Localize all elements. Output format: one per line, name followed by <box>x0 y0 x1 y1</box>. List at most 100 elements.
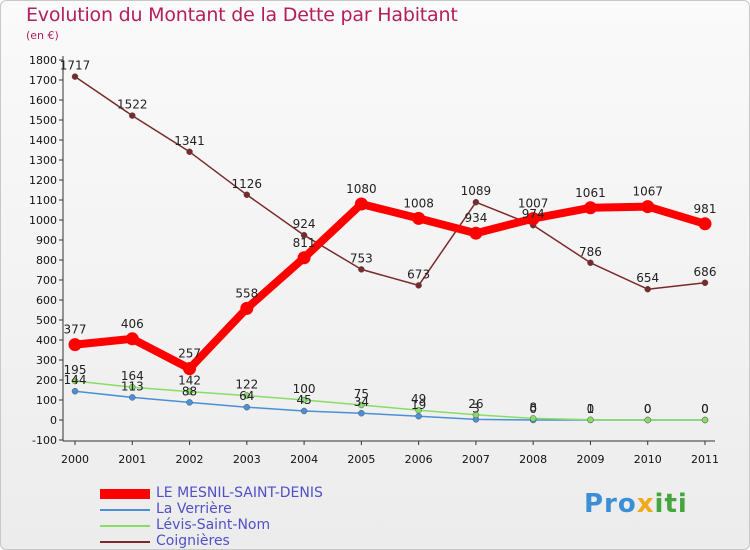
data-label: 142 <box>178 374 201 388</box>
y-tick-label: 500 <box>36 314 57 327</box>
y-tick-label: 200 <box>36 374 57 387</box>
data-point <box>415 412 422 420</box>
data-point <box>358 401 365 409</box>
data-label: 1080 <box>346 182 377 196</box>
chart-title: Evolution du Montant de la Dette par Hab… <box>26 4 458 26</box>
data-point <box>71 387 79 395</box>
data-label: 377 <box>64 323 87 337</box>
y-tick-label: 1600 <box>29 94 57 107</box>
data-label: 26 <box>468 397 483 411</box>
data-label: 144 <box>64 373 87 387</box>
data-point <box>243 403 251 411</box>
x-tick-label: 2006 <box>405 453 433 466</box>
data-label: 0 <box>701 402 709 416</box>
data-label: 1008 <box>403 196 434 210</box>
data-label: 1126 <box>232 177 263 191</box>
data-label: 686 <box>694 265 717 279</box>
data-label: 654 <box>636 271 659 285</box>
data-point <box>71 73 79 80</box>
data-label: 88 <box>182 384 197 398</box>
data-label: 195 <box>64 363 87 377</box>
data-point <box>300 231 308 239</box>
data-point <box>701 279 709 287</box>
data-label: 558 <box>235 286 258 300</box>
x-tick-label: 2007 <box>462 453 490 466</box>
data-point <box>186 388 193 395</box>
data-label: 1341 <box>174 134 205 148</box>
data-point <box>469 226 483 240</box>
data-point <box>354 197 368 211</box>
y-tick-label: 1200 <box>29 174 57 187</box>
y-tick-label: 300 <box>36 354 57 367</box>
x-tick-label: 2001 <box>118 453 146 466</box>
data-point <box>587 416 594 424</box>
data-label: 753 <box>350 251 373 265</box>
data-label: 934 <box>464 211 487 225</box>
data-point <box>300 407 308 415</box>
data-label: 974 <box>522 207 545 221</box>
legend-label: Lévis-Saint-Nom <box>156 517 271 533</box>
data-label: 34 <box>354 395 369 409</box>
data-label: 19 <box>411 398 426 412</box>
data-label: 811 <box>293 236 316 250</box>
data-label: 1522 <box>117 98 148 112</box>
legend-label: LE MESNIL-SAINT-DENIS <box>156 485 323 501</box>
data-point <box>472 198 480 206</box>
data-point <box>71 377 79 385</box>
legend-swatch <box>100 489 150 499</box>
y-tick-label: 700 <box>36 274 57 287</box>
y-tick-label: 0 <box>50 414 57 427</box>
data-point <box>587 259 594 267</box>
data-label: 0 <box>644 402 652 416</box>
data-point <box>129 112 136 119</box>
y-tick-label: 1100 <box>29 194 57 207</box>
data-point <box>415 282 422 289</box>
data-label: 1067 <box>632 185 663 199</box>
y-tick-label: 1700 <box>29 74 57 87</box>
data-label: 113 <box>121 379 144 393</box>
data-point <box>641 200 655 214</box>
data-point <box>186 148 193 156</box>
data-point <box>358 266 365 273</box>
data-label: 673 <box>407 267 430 281</box>
data-point <box>297 251 311 265</box>
data-label: 45 <box>296 393 311 407</box>
data-point <box>183 362 197 376</box>
y-tick-label: -100 <box>32 434 57 447</box>
y-tick-label: 100 <box>36 394 57 407</box>
data-point <box>583 201 597 215</box>
data-label: 924 <box>293 217 316 231</box>
legend-swatch <box>100 541 150 543</box>
y-tick-label: 1000 <box>29 214 57 227</box>
data-label: 786 <box>579 245 602 259</box>
axes: -100010020030040050060070080090010001100… <box>29 54 719 466</box>
data-point <box>125 332 139 346</box>
data-label: 164 <box>121 369 144 383</box>
series-le-mesnil-saint-denis <box>68 197 712 376</box>
data-label: 406 <box>121 317 144 331</box>
y-tick-label: 900 <box>36 234 57 247</box>
y-tick-label: 800 <box>36 254 57 267</box>
x-tick-label: 2011 <box>691 453 719 466</box>
data-label: 257 <box>178 347 201 361</box>
data-label: 100 <box>293 382 316 396</box>
data-point <box>526 212 540 226</box>
data-label: 0 <box>587 402 595 416</box>
data-label: 1007 <box>518 197 549 211</box>
data-point <box>243 392 251 399</box>
data-point <box>186 399 193 406</box>
data-point <box>698 217 712 231</box>
data-label: 3 <box>472 401 480 415</box>
y-tick-label: 1800 <box>29 54 57 67</box>
chart-unit: (en €) <box>26 29 59 42</box>
data-label: 1061 <box>575 186 606 200</box>
series-line <box>74 390 706 421</box>
data-point <box>240 301 254 315</box>
data-point <box>300 396 308 404</box>
series-layer <box>68 73 712 424</box>
x-tick-label: 2010 <box>634 453 662 466</box>
series-la-verri-re <box>71 387 709 424</box>
series-coigni-res <box>71 73 709 293</box>
data-point <box>243 191 251 199</box>
